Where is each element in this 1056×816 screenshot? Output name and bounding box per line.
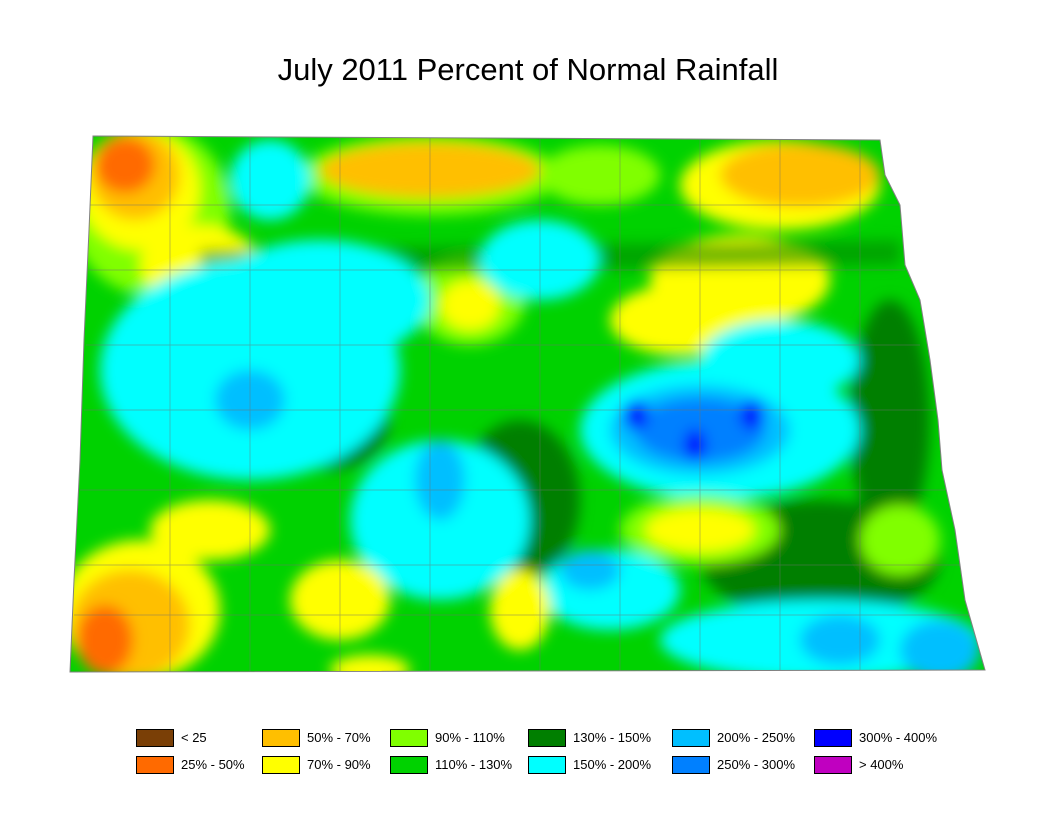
legend-swatch	[390, 756, 428, 774]
legend-swatch	[528, 756, 566, 774]
legend-swatch	[814, 729, 852, 747]
legend-swatch	[262, 756, 300, 774]
legend-label: 25% - 50%	[181, 757, 245, 772]
rainfall-zones	[70, 136, 985, 672]
legend: < 25 25% - 50% 50% - 70% 70% - 90% 90% - 110…	[136, 729, 956, 779]
legend-label: 110% - 130%	[435, 757, 513, 772]
legend-swatch	[390, 729, 428, 747]
legend-swatch	[672, 729, 710, 747]
legend-swatch	[136, 729, 174, 747]
legend-label: 50% - 70%	[307, 730, 371, 745]
legend-swatch	[528, 729, 566, 747]
legend-swatch	[672, 756, 710, 774]
state-outline	[69, 135, 986, 673]
map-title: July 2011 Percent of Normal Rainfall	[277, 52, 779, 87]
legend-label: 150% - 200%	[573, 757, 652, 772]
legend-label: > 400%	[859, 757, 904, 772]
legend-label: 250% - 300%	[717, 757, 796, 772]
legend-label: < 25	[181, 730, 207, 745]
legend-label: 70% - 90%	[307, 757, 371, 772]
legend-swatch	[136, 756, 174, 774]
legend-swatch	[814, 756, 852, 774]
legend-label: 200% - 250%	[717, 730, 796, 745]
legend-label: 90% - 110%	[435, 730, 505, 745]
legend-label: 300% - 400%	[859, 730, 938, 745]
legend-label: 130% - 150%	[573, 730, 652, 745]
legend-swatch	[262, 729, 300, 747]
